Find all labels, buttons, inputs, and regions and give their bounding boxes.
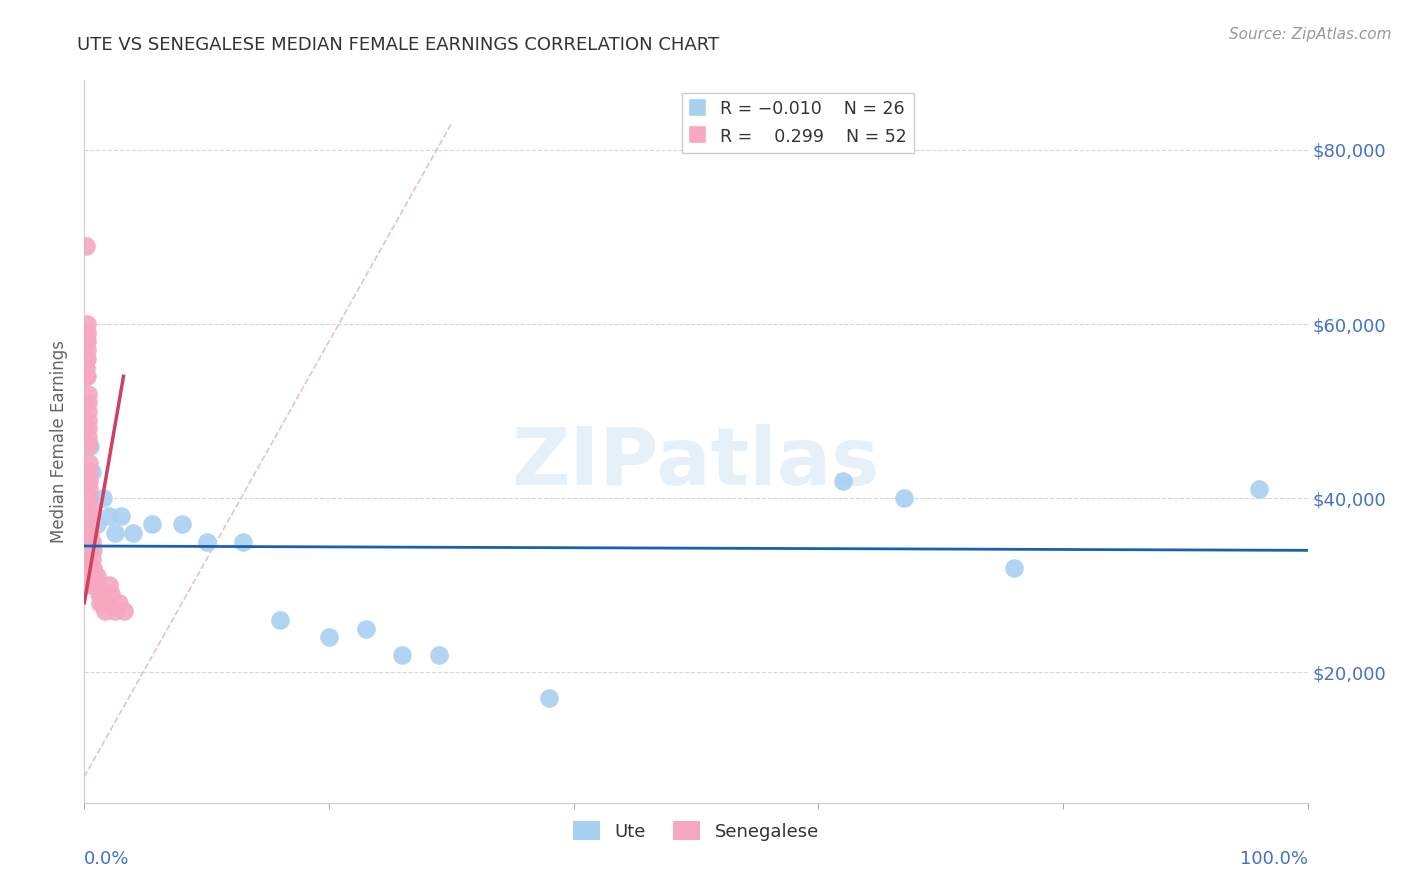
Point (87, 587, 110, 601)
Point (76, 334, 98, 349)
Text: 100.0%: 100.0% (1240, 850, 1308, 868)
Point (391, 648, 413, 662)
Point (82, 569, 104, 583)
Point (77, 525, 100, 540)
Point (122, 525, 145, 540)
Point (538, 691, 561, 706)
Point (318, 631, 340, 645)
Point (77, 421, 100, 435)
Point (1247, 483, 1270, 497)
Point (75, 369, 97, 384)
Point (77, 483, 100, 497)
Point (82, 543, 104, 558)
Point (427, 648, 450, 662)
Point (86, 517, 108, 532)
Point (232, 534, 254, 549)
Point (104, 604, 127, 618)
Point (104, 525, 127, 540)
Point (172, 517, 194, 532)
Point (91, 491, 114, 505)
Point (75, 561, 97, 575)
Point (77, 430, 100, 444)
Y-axis label: Median Female Earnings: Median Female Earnings (51, 340, 69, 543)
Point (77, 491, 100, 505)
Text: 0.0%: 0.0% (84, 850, 129, 868)
Point (79, 439, 101, 453)
Point (87, 578, 110, 592)
Point (84, 578, 107, 592)
Point (79, 517, 101, 532)
Point (76, 369, 98, 384)
Point (75, 534, 97, 549)
Point (1002, 561, 1025, 575)
Point (77, 465, 100, 479)
Point (893, 491, 915, 505)
Point (100, 587, 122, 601)
Point (77, 543, 100, 558)
Point (831, 474, 853, 488)
Point (110, 508, 132, 523)
Text: Source: ZipAtlas.com: Source: ZipAtlas.com (1229, 27, 1392, 42)
Point (97, 508, 120, 523)
Point (91, 596, 114, 610)
Point (77, 439, 100, 453)
Point (82, 561, 104, 575)
Point (97, 578, 120, 592)
Text: ZIPatlas: ZIPatlas (512, 425, 880, 502)
Point (195, 534, 218, 549)
Point (77, 413, 100, 427)
Point (76, 351, 98, 366)
Point (77, 474, 100, 488)
Point (75, 334, 97, 349)
Point (112, 604, 135, 618)
Point (75, 578, 97, 592)
Point (77, 395, 100, 409)
Point (77, 404, 100, 418)
Point (83, 569, 105, 583)
Point (83, 578, 105, 592)
Point (75, 238, 97, 252)
Point (97, 596, 120, 610)
Point (141, 517, 163, 532)
Point (79, 508, 101, 523)
Point (354, 622, 377, 636)
Point (269, 613, 291, 627)
Point (80, 552, 103, 566)
Point (76, 343, 98, 358)
Point (76, 317, 98, 331)
Point (75, 360, 97, 375)
Point (76, 326, 98, 340)
Point (79, 500, 101, 514)
Text: UTE VS SENEGALESE MEDIAN FEMALE EARNINGS CORRELATION CHART: UTE VS SENEGALESE MEDIAN FEMALE EARNINGS… (77, 36, 720, 54)
Point (77, 386, 100, 401)
Point (77, 439, 100, 453)
Point (79, 525, 101, 540)
Point (86, 569, 108, 583)
Legend: Ute, Senegalese: Ute, Senegalese (565, 814, 827, 848)
Point (94, 604, 117, 618)
Point (75, 351, 97, 366)
Point (76, 552, 98, 566)
Point (77, 456, 100, 470)
Point (80, 534, 103, 549)
Point (80, 465, 103, 479)
Point (89, 596, 111, 610)
Point (107, 596, 129, 610)
Point (77, 552, 100, 566)
Point (80, 543, 103, 558)
